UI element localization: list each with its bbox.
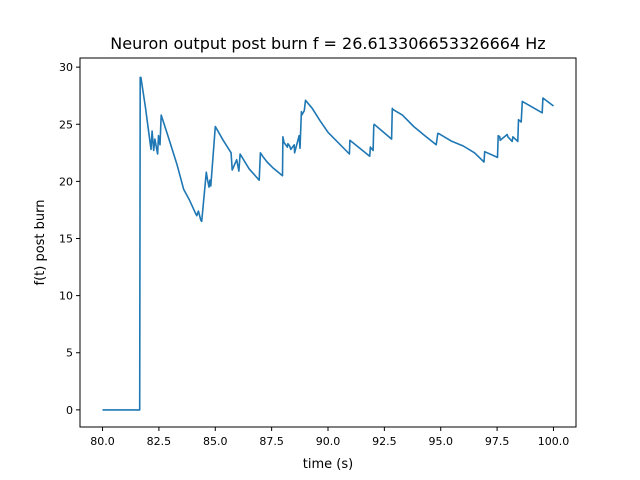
y-tick-label: 15 [59, 233, 73, 246]
x-tick-label: 87.5 [259, 435, 284, 448]
series-line [102, 76, 554, 411]
y-axis-label: f(t) post burn [33, 199, 48, 285]
chart-title: Neuron output post burn f = 26.613306653… [110, 34, 545, 53]
y-tick-label: 30 [59, 61, 73, 74]
x-tick-label: 82.5 [147, 435, 172, 448]
y-tick-label: 10 [59, 290, 73, 303]
x-tick-label: 92.5 [372, 435, 397, 448]
x-axis-label: time (s) [303, 457, 353, 472]
x-tick-label: 100.0 [538, 435, 570, 448]
series-layer [102, 76, 554, 411]
y-tick-label: 5 [66, 347, 73, 360]
y-tick-label: 25 [59, 118, 73, 131]
x-tick-label: 90.0 [316, 435, 341, 448]
x-tick-label: 97.5 [485, 435, 510, 448]
x-tick-label: 80.0 [90, 435, 115, 448]
y-tick-label: 0 [66, 404, 73, 417]
plot-area-frame [79, 57, 577, 428]
x-tick-label: 85.0 [203, 435, 228, 448]
x-tick-label: 95.0 [428, 435, 453, 448]
axis-ticks: 80.0 82.5 85.0 87.5 90.0 92.5 95.0 97.5 100.0 0 5 1… [59, 61, 569, 448]
y-tick-label: 20 [59, 175, 73, 188]
